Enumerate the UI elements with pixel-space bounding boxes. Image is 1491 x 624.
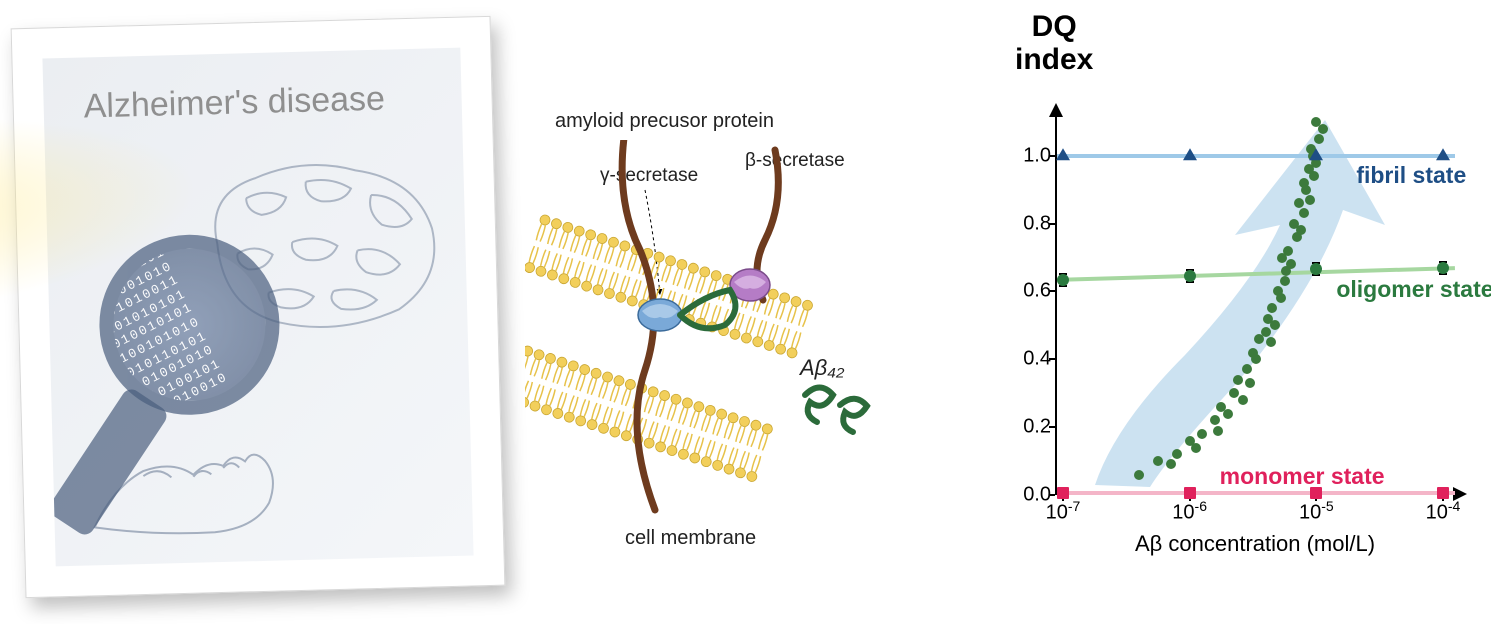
scatter-point	[1172, 449, 1182, 459]
scatter-point	[1299, 178, 1309, 188]
scatter-point	[1314, 134, 1324, 144]
reference-marker	[1057, 274, 1069, 286]
dq-chart: DQ index 0.00.20.40.60.81.0 10-710-610-5…	[960, 10, 1480, 600]
reference-marker	[1183, 148, 1197, 160]
scatter-point	[1242, 364, 1252, 374]
monomer-state-label: monomer state	[1220, 463, 1385, 490]
scatter-point	[1281, 266, 1291, 276]
scatter-point	[1276, 293, 1286, 303]
y-tick-label: 0.2	[1007, 416, 1051, 439]
scatter-point	[1270, 320, 1280, 330]
scatter-point	[1166, 459, 1176, 469]
chart-title-line1: DQ	[1032, 10, 1077, 43]
scatter-point	[1134, 470, 1144, 480]
scatter-point	[1197, 429, 1207, 439]
scatter-point	[1299, 208, 1309, 218]
scatter-point	[1153, 456, 1163, 466]
reference-marker	[1184, 487, 1196, 499]
brain-illustration: 01010110101 10101001010 01101010011 1010…	[75, 138, 465, 548]
membrane-diagram: amyloid precusor protein γ-secretase β-s…	[525, 110, 895, 550]
oligomer-state-label: oligomer state	[1336, 276, 1491, 303]
binary-overlay: 01010110101 10101001010 01101010011 1010…	[97, 244, 231, 417]
x-axis-label: Aβ concentration (mol/L)	[1135, 531, 1375, 557]
scatter-point	[1280, 276, 1290, 286]
photo-inner: Alzheimer's disease 01010110101 101010	[42, 48, 473, 567]
scatter-point	[1266, 337, 1276, 347]
reference-marker	[1437, 487, 1449, 499]
fibril-reference-line	[1057, 154, 1455, 158]
label-app: amyloid precusor protein	[555, 110, 774, 133]
photo-frame: Alzheimer's disease 01010110101 101010	[11, 16, 506, 598]
y-tick-label: 1.0	[1007, 144, 1051, 167]
scatter-point	[1233, 375, 1243, 385]
hand-icon	[82, 402, 285, 537]
scatter-point	[1277, 253, 1287, 263]
x-tick-label: 10-6	[1172, 498, 1207, 525]
scatter-point	[1245, 378, 1255, 388]
membrane-svg	[525, 140, 885, 530]
chart-title: DQ index	[1015, 10, 1093, 76]
label-cell-membrane: cell membrane	[625, 527, 756, 550]
chart-title-line2: index	[1015, 43, 1093, 76]
scatter-point	[1210, 415, 1220, 425]
reference-marker	[1437, 262, 1449, 274]
y-tick-label: 0.8	[1007, 212, 1051, 235]
reference-marker	[1056, 148, 1070, 160]
scatter-point	[1213, 426, 1223, 436]
scatter-point	[1251, 354, 1261, 364]
y-tick-label: 0.4	[1007, 348, 1051, 371]
x-tick-label: 10-5	[1299, 498, 1334, 525]
x-tick-label: 10-4	[1426, 498, 1461, 525]
reference-marker	[1436, 148, 1450, 160]
reference-marker	[1057, 487, 1069, 499]
y-axis	[1055, 105, 1057, 495]
reference-marker	[1184, 270, 1196, 282]
monomer-reference-line	[1057, 491, 1455, 495]
scatter-point	[1191, 443, 1201, 453]
scatter-point	[1305, 195, 1315, 205]
scatter-point	[1311, 117, 1321, 127]
scatter-point	[1296, 225, 1306, 235]
plot-area: 0.00.20.40.60.81.0 10-710-610-510-4 fibr…	[1055, 115, 1455, 495]
scatter-point	[1267, 303, 1277, 313]
reference-marker	[1310, 263, 1322, 275]
x-tick-label: 10-7	[1046, 498, 1081, 525]
fibril-state-label: fibril state	[1356, 162, 1466, 189]
scatter-point	[1304, 164, 1314, 174]
y-tick-label: 0.0	[1007, 484, 1051, 507]
reference-marker	[1309, 148, 1323, 160]
scatter-point	[1261, 327, 1271, 337]
scatter-point	[1294, 198, 1304, 208]
y-tick-label: 0.6	[1007, 280, 1051, 303]
scatter-point	[1223, 409, 1233, 419]
scatter-point	[1238, 395, 1248, 405]
disease-title: Alzheimer's disease	[83, 80, 385, 127]
